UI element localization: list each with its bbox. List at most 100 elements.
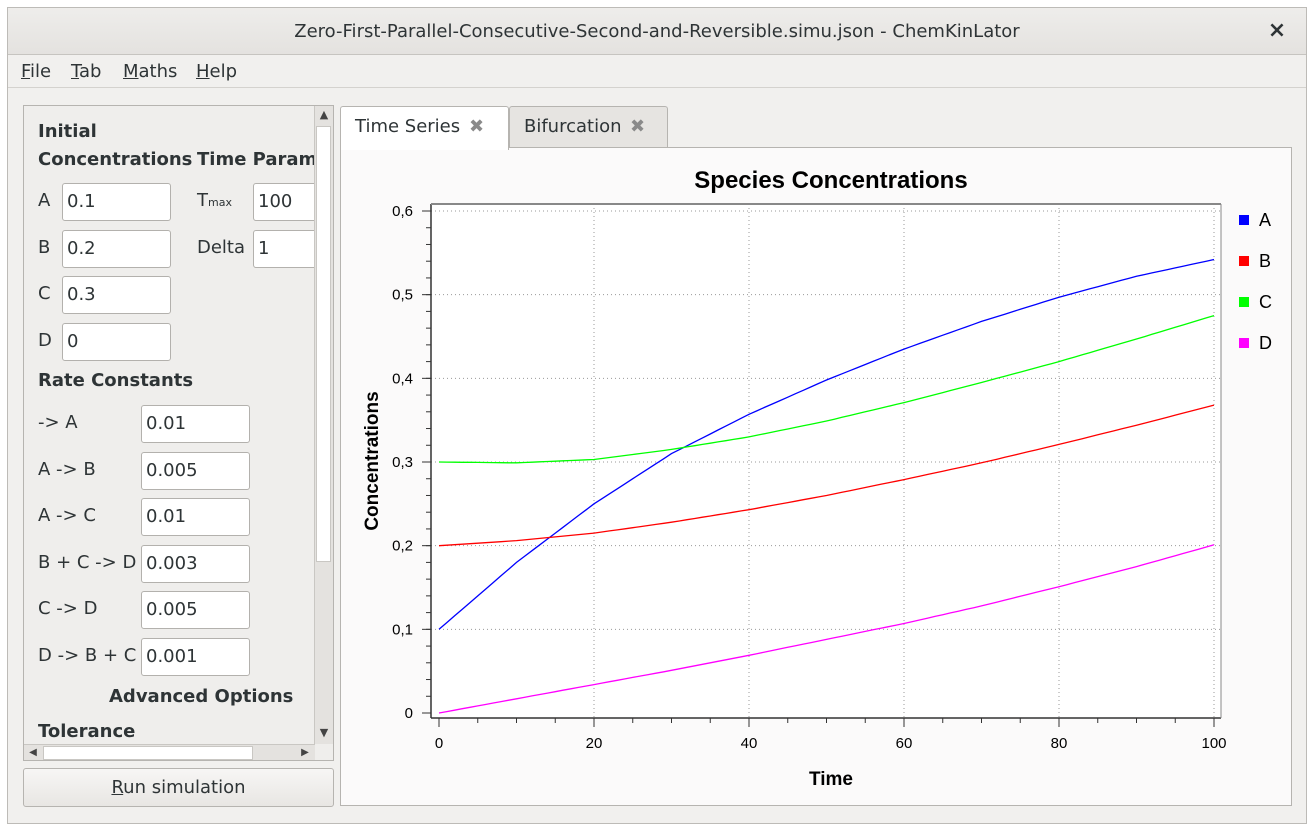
tab-time-series[interactable]: Time Series ✖ [340,106,509,150]
legend-swatch-b [1239,256,1249,266]
legend-swatch-d [1239,338,1249,348]
scroll-up-icon[interactable]: ▲ [319,108,329,121]
species-c-label: C [38,283,51,304]
close-icon[interactable]: × [1267,18,1287,43]
time-parameters-heading: Time Parameters [197,149,333,170]
vertical-scroll-thumb[interactable] [316,126,331,562]
x-tick-label: 20 [586,735,603,752]
menu-tab-mnemonic: T [71,61,80,82]
vertical-scrollbar[interactable]: ▲ ▼ [314,106,333,744]
tab-bifurcation[interactable]: Bifurcation ✖ [509,106,668,148]
x-tick-label: 0 [435,735,443,752]
horizontal-scrollbar[interactable]: ◀ ▶ [24,744,315,760]
legend-swatch-a [1239,215,1249,225]
menu-file-mnemonic: F [21,61,31,82]
rate-2-label: A -> B [38,459,96,480]
x-tick-labels: 0 20 40 60 80 100 [435,735,1227,752]
tmax-input[interactable]: 100 [253,183,323,221]
rate-constants-heading: Rate Constants [38,370,194,391]
y-tick-label: 0,1 [392,621,413,638]
tmax-label-main: T [197,190,208,211]
legend-label-c: C [1259,292,1272,312]
tolerance-heading: Tolerance [38,721,136,742]
menu-maths[interactable]: Maths [123,60,177,84]
legend: A B C D [1239,210,1272,353]
close-tab-bifurcation-icon[interactable]: ✖ [630,116,646,137]
parameters-panel: Initial Concentrations Time Parameters A… [23,105,334,761]
species-b-input[interactable]: 0.2 [62,230,171,268]
x-tick-label: 40 [741,735,758,752]
legend-label-a: A [1259,210,1271,230]
initial-heading-line1: Initial [38,121,97,142]
delta-input[interactable]: 1 [253,230,323,268]
species-d-label: D [38,330,52,351]
species-a-input[interactable]: 0.1 [62,183,171,221]
series-line-a [438,258,1215,630]
grid-lines [431,204,1221,718]
title-bar[interactable]: Zero-First-Parallel-Consecutive-Second-a… [8,8,1306,55]
species-d-input[interactable]: 0 [62,323,171,361]
legend-swatch-c [1239,297,1249,307]
menu-maths-label: aths [138,61,178,82]
run-simulation-button[interactable]: Run simulation [23,768,334,807]
menu-help-mnemonic: H [196,61,210,82]
window-title: Zero-First-Parallel-Consecutive-Second-a… [294,21,1020,42]
menu-file[interactable]: File [21,60,51,84]
y-axis-label: Concentrations [362,391,383,530]
menu-help-label: elp [209,61,238,82]
tmax-label-sub: max [208,196,232,209]
menu-help[interactable]: Help [196,60,237,84]
species-a-label: A [38,190,51,211]
app-window: Zero-First-Parallel-Consecutive-Second-a… [7,7,1307,824]
scroll-left-icon[interactable]: ◀ [29,747,37,758]
species-c-input[interactable]: 0.3 [62,276,171,314]
y-tick-label: 0 [405,705,413,722]
y-tick-label: 0,5 [392,287,413,304]
rate-3-label: A -> C [38,505,96,526]
species-b-label: B [38,237,51,258]
series-line-d [438,544,1215,714]
menu-tab-label: ab [79,61,102,82]
rate-1-label: -> A [38,412,78,433]
legend-label-d: D [1259,333,1272,353]
x-axis-label: Time [809,769,853,790]
y-tick-label: 0,6 [392,203,413,220]
y-tick-labels: 0 0,1 0,2 0,3 0,4 0,5 0,6 [392,203,413,722]
menu-maths-mnemonic: M [123,61,139,82]
legend-label-b: B [1259,251,1271,271]
menu-file-label: ile [30,61,52,82]
rate-6-label: D -> B + C [38,645,137,666]
x-tick-label: 80 [1051,735,1068,752]
y-tick-label: 0,4 [392,370,413,387]
series-line-c [438,314,1215,464]
time-series-chart-panel: Species Concentrations Time Concentratio… [340,147,1292,806]
rate-6-input[interactable]: 0.001 [141,638,250,676]
horizontal-scroll-thumb[interactable] [43,746,253,760]
y-tick-label: 0,3 [392,454,413,471]
rate-4-label: B + C -> D [38,552,137,573]
rate-2-input[interactable]: 0.005 [141,452,250,490]
concentration-chart: Species Concentrations Time Concentratio… [341,148,1291,805]
advanced-options-heading: Advanced Options [109,686,294,707]
rate-5-input[interactable]: 0.005 [141,591,250,629]
menu-bar: File Tab Maths Help [8,56,1306,88]
axes [422,203,1222,727]
scroll-right-icon[interactable]: ▶ [301,747,309,758]
rate-3-input[interactable]: 0.01 [141,498,250,536]
tab-time-series-label: Time Series [355,116,461,137]
menu-tab[interactable]: Tab [71,60,101,84]
rate-5-label: C -> D [38,598,98,619]
rate-1-input[interactable]: 0.01 [141,405,250,443]
series-lines [438,258,1215,714]
close-tab-time-series-icon[interactable]: ✖ [469,116,485,137]
run-label: un simulation [123,777,246,798]
tab-bifurcation-label: Bifurcation [524,116,622,137]
x-tick-label: 60 [896,735,913,752]
delta-label: Delta [197,237,246,258]
scroll-down-icon[interactable]: ▼ [319,726,329,739]
rate-4-input[interactable]: 0.003 [141,545,250,583]
series-line-b [438,404,1215,547]
chart-title: Species Concentrations [694,167,967,194]
tmax-label: Tmax [197,190,232,211]
y-tick-label: 0,2 [392,538,413,555]
